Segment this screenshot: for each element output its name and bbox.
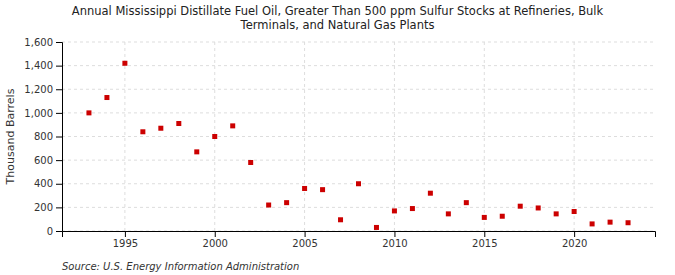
- x-axis-tick: 2005: [292, 231, 317, 249]
- x-axis-tick-mark: [574, 231, 575, 237]
- point: [392, 208, 397, 213]
- x-axis-tick: 1995: [113, 231, 138, 249]
- point: [518, 204, 523, 209]
- y-axis-tick-label: 1,000: [24, 108, 53, 119]
- point: [464, 200, 469, 205]
- point: [590, 221, 595, 226]
- grid-line-x: [484, 42, 485, 231]
- point: [482, 215, 487, 220]
- x-axis-tick-mark: [215, 231, 216, 237]
- point: [284, 200, 289, 205]
- point: [176, 121, 181, 126]
- grid-line-y: [62, 42, 655, 43]
- x-axis-tick-label: 2000: [203, 238, 228, 249]
- y-axis: 0 200 400 600 800 1,000 1,200 1,400 1,600: [24, 37, 62, 237]
- point: [266, 203, 271, 208]
- y-axis-tick: 400: [34, 178, 62, 189]
- point: [158, 126, 163, 131]
- chart-svg: 1995 2000 2005 2010 2015 2020 0 200 400 600 800 1,0…: [0, 0, 675, 275]
- point: [248, 160, 253, 165]
- y-axis-tick: 0: [47, 226, 62, 237]
- x-axis-line: [63, 232, 656, 238]
- x-axis-tick: 2020: [562, 231, 587, 249]
- y-axis-tick-label: 1,200: [24, 84, 53, 95]
- point: [446, 211, 451, 216]
- grid-line-x: [574, 42, 575, 231]
- x-axis-tick-mark: [394, 231, 395, 237]
- point: [302, 186, 307, 191]
- y-axis-tick: 800: [34, 131, 62, 142]
- y-axis-tick-mark: [56, 184, 62, 185]
- grid-line-y: [62, 65, 655, 66]
- grid-line-y: [62, 207, 655, 208]
- y-axis-tick: 1,000: [24, 108, 62, 119]
- point: [608, 220, 613, 225]
- y-axis-tick-label: 600: [34, 155, 53, 166]
- y-axis-tick: 1,600: [24, 37, 62, 48]
- point: [536, 205, 541, 210]
- point: [86, 110, 91, 115]
- grid-line-y: [62, 160, 655, 161]
- grid-line-y: [62, 112, 655, 113]
- x-axis: 1995 2000 2005 2010 2015 2020: [63, 231, 656, 249]
- x-axis-tick-mark: [305, 231, 306, 237]
- y-axis-tick-label: 1,400: [24, 60, 53, 71]
- y-axis-tick-mark: [56, 42, 62, 43]
- y-axis-tick-mark: [56, 137, 62, 138]
- y-axis-line: [56, 43, 63, 232]
- point: [626, 220, 631, 225]
- grid-line-y: [62, 136, 655, 137]
- point: [104, 95, 109, 100]
- y-axis-tick-mark: [56, 89, 62, 90]
- x-axis-tick: 2015: [472, 231, 497, 249]
- point: [338, 217, 343, 222]
- point: [554, 211, 559, 216]
- grid-line-x: [304, 42, 305, 231]
- y-axis-tick: 1,200: [24, 84, 62, 95]
- point: [212, 134, 217, 139]
- x-axis-tick-mark: [484, 231, 485, 237]
- x-axis-tick-label: 2015: [472, 238, 497, 249]
- plot-area: 1995 2000 2005 2010 2015 2020 0 200 400 600 800 1,0…: [24, 37, 655, 249]
- y-axis-tick-mark: [56, 207, 62, 208]
- point: [410, 206, 415, 211]
- x-axis-tick-label: 2005: [292, 238, 317, 249]
- y-axis-tick-label: 800: [34, 131, 53, 142]
- y-axis-tick: 1,400: [24, 60, 62, 71]
- x-axis-tick: 2000: [203, 231, 228, 249]
- y-axis-tick-mark: [56, 160, 62, 161]
- grid-line-y: [62, 89, 655, 90]
- annotation: Source: U.S. Energy Information Administ…: [62, 261, 299, 272]
- y-axis-tick-label: 1,600: [24, 37, 53, 48]
- point: [140, 129, 145, 134]
- x-axis-tick-label: 2020: [562, 238, 587, 249]
- point: [500, 214, 505, 219]
- y-axis-tick-label: 0: [47, 226, 53, 237]
- y-axis-tick: 600: [34, 155, 62, 166]
- point: [572, 209, 577, 214]
- y-axis-tick-mark: [56, 113, 62, 114]
- y-axis-title: Thousand Barrels: [4, 88, 17, 185]
- point: [230, 123, 235, 128]
- point: [356, 181, 361, 186]
- y-axis-tick-label: 200: [34, 202, 53, 213]
- x-axis-tick-label: 1995: [113, 238, 138, 249]
- points: [86, 61, 630, 230]
- grid-line-x: [394, 42, 395, 231]
- x-axis-tick-mark: [125, 231, 126, 237]
- y-axis-tick-label: 400: [34, 178, 53, 189]
- point: [320, 187, 325, 192]
- point: [122, 61, 127, 66]
- x-axis-tick: 2010: [382, 231, 407, 249]
- y-axis-tick: 200: [34, 202, 62, 213]
- x-axis-tick-label: 2010: [382, 238, 407, 249]
- grid-line-x: [124, 42, 125, 231]
- y-axis-tick-mark: [56, 66, 62, 67]
- point: [428, 191, 433, 196]
- y-axis-tick-mark: [56, 231, 62, 232]
- title: Annual Mississippi Distillate Fuel Oil, …: [72, 4, 604, 32]
- point: [194, 149, 199, 154]
- point: [374, 225, 379, 230]
- grid: [62, 42, 655, 231]
